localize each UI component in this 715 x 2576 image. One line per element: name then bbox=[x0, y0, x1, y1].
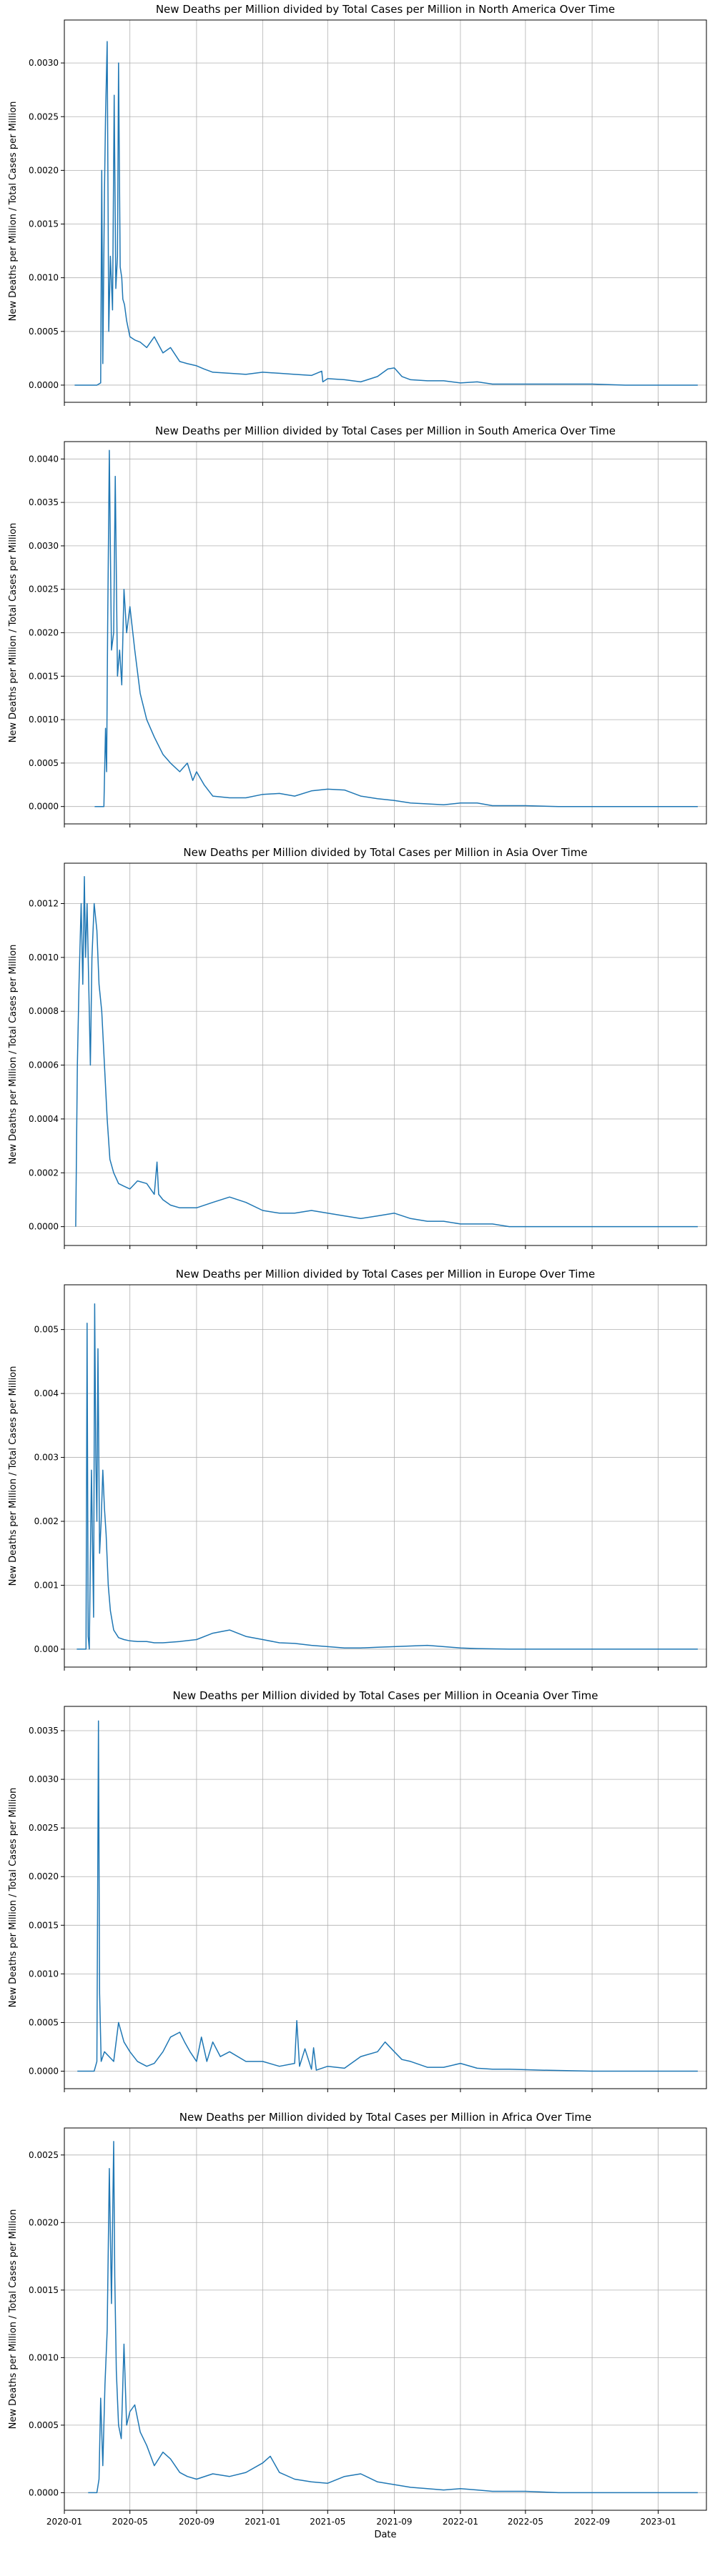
y-tick-label: 0.0025 bbox=[29, 111, 59, 121]
series-line bbox=[77, 1720, 698, 2072]
y-tick-label: 0.0020 bbox=[29, 2217, 59, 2227]
x-tick-label: 2022-09 bbox=[574, 2517, 610, 2527]
y-axis-label: New Deaths per Million / Total Cases per… bbox=[8, 1366, 19, 1586]
chart-title: New Deaths per Million divided by Total … bbox=[155, 424, 616, 437]
x-tick-label: 2020-01 bbox=[46, 2517, 82, 2527]
subplot-2: 0.0000 0.0002 0.0004 0.0006 0.0008 0.0010 0.00… bbox=[8, 846, 707, 1249]
series-line bbox=[77, 1303, 698, 1650]
chart-title: New Deaths per Million divided by Total … bbox=[179, 2111, 592, 2124]
series-line bbox=[75, 876, 698, 1228]
plot-frame bbox=[64, 862, 707, 1246]
y-axis-label: New Deaths per Million / Total Cases per… bbox=[8, 2209, 19, 2430]
y-tick-label: 0.004 bbox=[34, 1388, 59, 1398]
x-tick-label: 2021-09 bbox=[376, 2517, 412, 2527]
y-axis-label: New Deaths per Million / Total Cases per… bbox=[8, 1788, 19, 2008]
y-tick-label: 0.0020 bbox=[29, 1871, 59, 1881]
chart-title: New Deaths per Million divided by Total … bbox=[172, 1689, 598, 1702]
y-tick-label: 0.0025 bbox=[29, 2150, 59, 2160]
y-tick-label: 0.0010 bbox=[29, 953, 59, 963]
series-line bbox=[74, 41, 698, 386]
y-axis-label: New Deaths per Million / Total Cases per… bbox=[8, 945, 19, 1165]
y-tick-label: 0.0000 bbox=[29, 802, 59, 812]
subplot-0: 0.0000 0.0005 0.0010 0.0015 0.0020 0.0025 0.00… bbox=[8, 3, 707, 406]
plot-frame bbox=[64, 1284, 707, 1668]
y-tick-label: 0.0015 bbox=[29, 2285, 59, 2295]
y-tick-label: 0.0030 bbox=[29, 58, 59, 68]
x-tick-label: 2022-01 bbox=[443, 2517, 478, 2527]
y-tick-label: 0.0005 bbox=[29, 2017, 59, 2027]
chart-title: New Deaths per Million divided by Total … bbox=[176, 1268, 595, 1280]
y-tick-label: 0.0000 bbox=[29, 1222, 59, 1232]
plot-frame bbox=[64, 1706, 707, 2089]
x-tick-label: 2020-09 bbox=[179, 2517, 214, 2527]
y-tick-label: 0.002 bbox=[34, 1516, 59, 1526]
y-tick-label: 0.0035 bbox=[29, 497, 59, 507]
y-tick-label: 0.0000 bbox=[29, 2066, 59, 2076]
y-axis-label: New Deaths per Million / Total Cases per… bbox=[8, 101, 19, 322]
plot-frame bbox=[64, 2127, 707, 2511]
y-tick-label: 0.0005 bbox=[29, 758, 59, 768]
y-tick-label: 0.0015 bbox=[29, 1920, 59, 1930]
y-tick-label: 0.0008 bbox=[29, 1006, 59, 1016]
y-tick-label: 0.0004 bbox=[29, 1114, 59, 1124]
y-tick-label: 0.0020 bbox=[29, 165, 59, 175]
y-tick-label: 0.0025 bbox=[29, 585, 59, 595]
x-tick-label: 2021-01 bbox=[245, 2517, 280, 2527]
series-line bbox=[94, 449, 698, 807]
y-tick-label: 0.0000 bbox=[29, 380, 59, 390]
chart-title: New Deaths per Million divided by Total … bbox=[183, 846, 587, 859]
x-tick-label: 2023-01 bbox=[640, 2517, 676, 2527]
plot-frame bbox=[64, 441, 707, 825]
y-axis-label: New Deaths per Million / Total Cases per… bbox=[8, 523, 19, 743]
y-tick-label: 0.0010 bbox=[29, 715, 59, 725]
x-axis-label: Date bbox=[374, 2530, 396, 2540]
y-tick-label: 0.0035 bbox=[29, 1726, 59, 1736]
series-line bbox=[88, 2141, 698, 2494]
y-tick-label: 0.0025 bbox=[29, 1823, 59, 1833]
y-tick-label: 0.003 bbox=[34, 1453, 59, 1463]
y-tick-label: 0.0015 bbox=[29, 219, 59, 229]
y-tick-label: 0.0030 bbox=[29, 1774, 59, 1784]
x-tick-label: 2020-05 bbox=[112, 2517, 148, 2527]
y-tick-label: 0.0020 bbox=[29, 628, 59, 638]
y-tick-label: 0.005 bbox=[34, 1325, 59, 1335]
subplot-1: 0.0000 0.0005 0.0010 0.0015 0.0020 0.0025 0.00… bbox=[8, 424, 707, 827]
y-tick-label: 0.0005 bbox=[29, 327, 59, 337]
y-tick-label: 0.0010 bbox=[29, 273, 59, 283]
plot-frame bbox=[64, 19, 707, 403]
subplot-5: 2020-01 2020-05 2020-09 2021-01 2021-05 2021-… bbox=[8, 2111, 707, 2540]
y-tick-label: 0.0000 bbox=[29, 2487, 59, 2497]
chart-title: New Deaths per Million divided by Total … bbox=[156, 3, 615, 16]
x-tick-label: 2022-05 bbox=[508, 2517, 543, 2527]
y-tick-label: 0.0040 bbox=[29, 454, 59, 464]
subplot-4: 0.0000 0.0005 0.0010 0.0015 0.0020 0.0025 0.00… bbox=[8, 1689, 707, 2092]
y-tick-label: 0.0002 bbox=[29, 1168, 59, 1178]
x-tick-label: 2021-05 bbox=[310, 2517, 345, 2527]
y-tick-label: 0.0012 bbox=[29, 899, 59, 909]
y-tick-label: 0.000 bbox=[34, 1644, 59, 1654]
y-tick-label: 0.0006 bbox=[29, 1060, 59, 1070]
y-tick-label: 0.0005 bbox=[29, 2420, 59, 2430]
subplot-3: 0.000 0.001 0.002 0.003 0.004 0.005 New Deaths… bbox=[8, 1268, 707, 1671]
y-tick-label: 0.0030 bbox=[29, 541, 59, 551]
y-tick-label: 0.0015 bbox=[29, 671, 59, 681]
y-tick-label: 0.0010 bbox=[29, 2352, 59, 2362]
y-tick-label: 0.0010 bbox=[29, 1969, 59, 1979]
y-tick-label: 0.001 bbox=[34, 1580, 59, 1590]
